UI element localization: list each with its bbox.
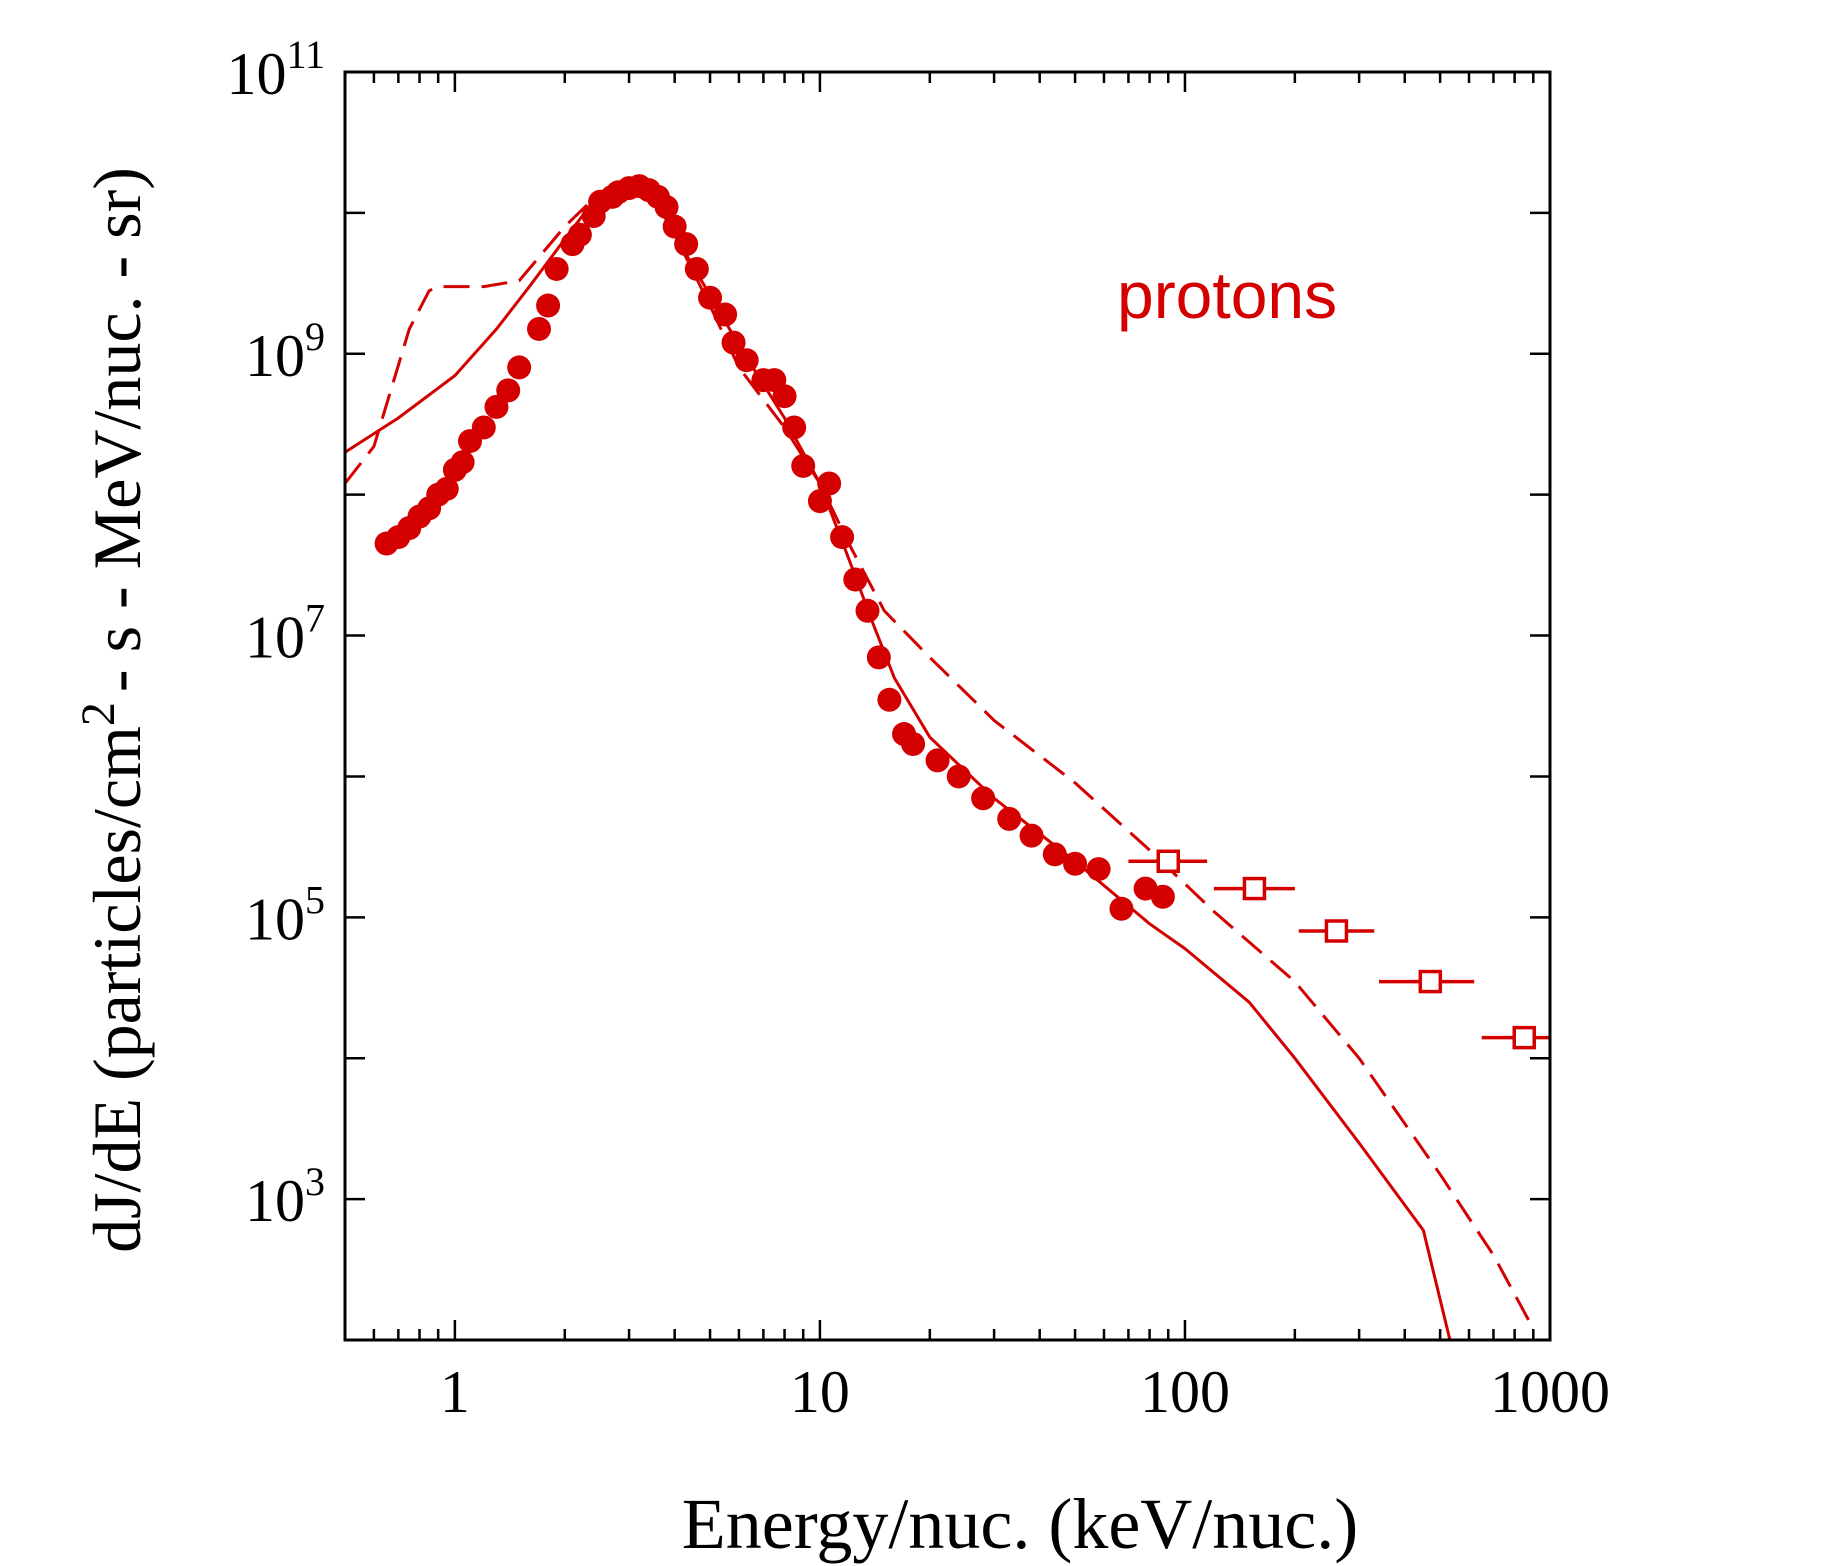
data-point-circle [1086,857,1111,882]
model-solid-line [345,182,1452,1340]
data-point-circle [544,256,569,281]
data-point-circle [674,232,699,257]
y-tick-base: 10 [245,1168,305,1234]
y-tick-base: 10 [245,886,305,952]
data-marks [345,174,1550,1340]
data-point-square [1418,969,1443,994]
y-axis-title-main: dJ/dE (particles/cm [79,726,155,1253]
y-tick-exponent: 7 [305,596,325,641]
data-point-circle [567,222,592,247]
data-point-circle [997,806,1022,831]
plot-frame [343,70,1552,1342]
data-point-square [1242,876,1267,901]
y-tick-base: 10 [245,605,305,671]
y-tick-label: 103 [245,1159,325,1234]
y-tick-exponent: 9 [305,314,325,359]
y-axis-title-rest: - s - MeV/nuc. - sr) [79,167,155,692]
y-tick-label: 109 [245,314,325,389]
x-tick-label: 100 [1140,1359,1230,1425]
data-point-circle [782,415,807,440]
data-point-circle [1019,823,1044,848]
y-tick-label: 105 [245,877,325,952]
y-tick-exponent: 5 [305,877,325,922]
x-tick-label: 1000 [1490,1359,1610,1425]
data-point-square [1512,1025,1536,1050]
y-tick-exponent: 11 [286,32,325,77]
data-point-circle [434,476,459,501]
data-point-circle [507,355,532,380]
data-point-circle [721,330,746,355]
data-point-circle [713,302,738,327]
data-point-circle [830,525,855,550]
data-point-circle [496,378,521,403]
data-point-circle [807,489,832,514]
model-dashed-line [345,178,1535,1330]
data-point-circle [1063,851,1088,876]
y-tick-base: 10 [226,41,286,107]
x-tick-label: 1 [440,1359,470,1425]
x-axis-title: Energy/nuc. (keV/nuc.) [682,1484,1358,1564]
data-point-circle [471,415,496,440]
data-point-circle [843,567,868,592]
data-point-circle [877,687,902,712]
y-tick-label: 1011 [226,32,325,107]
data-point-circle [536,293,561,318]
data-point-circle [734,348,759,373]
data-point-circle [684,256,709,281]
data-point-circle [971,786,996,811]
data-point-square [1156,849,1181,874]
data-point-circle [855,598,880,623]
data-point-circle [1150,884,1175,909]
data-point-circle [1042,842,1067,867]
data-point-circle [901,731,926,756]
data-point-circle [817,471,842,496]
y-axis-title-sup: 2 [72,702,125,726]
data-point-circle [946,764,971,789]
axis-ticks [343,70,1550,1342]
protons-label: protons [1117,258,1337,332]
data-point-square [1324,919,1349,943]
data-point-circle [450,450,475,475]
y-axis-title: dJ/dE (particles/cm2 - s - MeV/nuc. - sr) [72,167,155,1253]
data-point-circle [654,195,679,220]
data-point-circle [772,384,797,409]
data-point-circle [662,214,687,239]
y-tick-label: 107 [245,596,325,671]
data-point-circle [925,748,950,773]
data-point-circle [866,645,891,670]
x-tick-label: 10 [790,1359,850,1425]
y-tick-exponent: 3 [305,1159,325,1204]
y-tick-base: 10 [245,323,305,389]
data-point-circle [791,453,816,478]
data-point-circle [698,285,723,310]
data-point-circle [1109,896,1134,921]
data-point-circle [527,316,552,341]
